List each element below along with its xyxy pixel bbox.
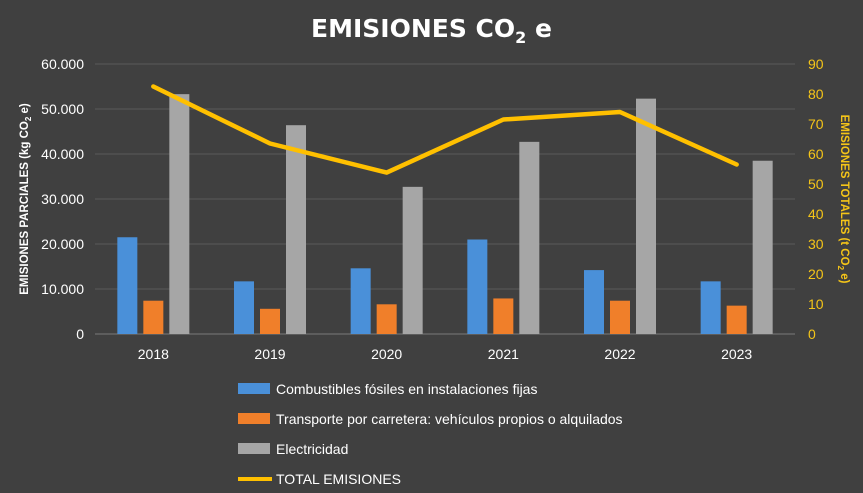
- legend-item: TOTAL EMISIONES: [238, 471, 401, 487]
- x-tick-label: 2022: [604, 346, 635, 362]
- y-left-axis-title-suffix: e): [19, 103, 31, 117]
- x-tick-label: 2023: [721, 346, 752, 362]
- chart-title-subscript: 2: [515, 28, 526, 47]
- bar-transporte-2018: [143, 300, 164, 334]
- y-right-tick-label: 30: [808, 236, 824, 252]
- bar-combustibles-2023: [700, 281, 721, 334]
- y-right-axis-title-suffix: e): [838, 270, 850, 284]
- chart-title: EMISIONES CO2 e: [311, 14, 552, 47]
- x-tick-label: 2018: [138, 346, 169, 362]
- y-left-tick-label: 60.000: [41, 56, 84, 72]
- total-line: [151, 84, 739, 175]
- bar-electricidad-2020: [402, 186, 423, 334]
- bars: [117, 94, 773, 335]
- bar-combustibles-2021: [467, 239, 488, 334]
- legend-label: Transporte por carretera: vehículos prop…: [276, 411, 623, 427]
- y-right-tick-label: 90: [808, 56, 824, 72]
- y-right-tick-label: 10: [808, 296, 824, 312]
- y-left-axis-title: EMISIONES PARCIALES (kg CO2 e): [19, 103, 33, 295]
- legend-swatch: [238, 413, 270, 424]
- legend-label: TOTAL EMISIONES: [276, 471, 401, 487]
- bar-combustibles-2018: [117, 237, 138, 334]
- y-left-tick-label: 20.000: [41, 236, 84, 252]
- y-right-axis-title-subscript: 2: [836, 266, 845, 271]
- bar-combustibles-2020: [350, 268, 371, 334]
- bar-transporte-2019: [260, 308, 280, 334]
- total-emissions-line: [151, 84, 739, 175]
- chart-title-main: EMISIONES CO: [311, 14, 515, 43]
- y-right-tick-label: 60: [808, 146, 824, 162]
- bar-combustibles-2019: [234, 281, 254, 334]
- y-right-tick-label: 50: [808, 176, 824, 192]
- y-left-tick-label: 0: [76, 326, 84, 342]
- legend-item: Combustibles fósiles en instalaciones fi…: [238, 381, 537, 397]
- y-left-tick-label: 40.000: [41, 146, 84, 162]
- y-right-tick-label: 80: [808, 86, 824, 102]
- gridlines: [95, 63, 795, 335]
- y-left-axis-title-subscript: 2: [24, 116, 33, 121]
- y-right-axis-title-main: EMISIONES TOTALES (t CO: [838, 115, 850, 266]
- y-left-tick-label: 10.000: [41, 281, 84, 297]
- bar-transporte-2022: [610, 300, 630, 334]
- legend-label: Electricidad: [276, 441, 348, 457]
- x-tick-label: 2020: [371, 346, 402, 362]
- bar-electricidad-2019: [286, 125, 306, 334]
- y-right-tick-label: 40: [808, 206, 824, 222]
- chart-title-suffix: e: [526, 14, 552, 43]
- y-left-axis-title-main: EMISIONES PARCIALES (kg CO: [19, 121, 31, 295]
- ticks: 0 10.000 20.000 30.000 40.000 50.000 60.000 0 10…: [41, 56, 824, 362]
- bar-combustibles-2022: [584, 270, 604, 334]
- y-right-tick-label: 20: [808, 266, 824, 282]
- y-left-tick-label: 30.000: [41, 191, 84, 207]
- bar-electricidad-2018: [169, 94, 190, 335]
- legend: Combustibles fósiles en instalaciones fi…: [238, 381, 623, 487]
- y-right-tick-label: 70: [808, 116, 824, 132]
- bar-electricidad-2021: [519, 141, 540, 334]
- bar-transporte-2021: [493, 298, 514, 334]
- bar-transporte-2023: [726, 305, 747, 334]
- bar-transporte-2020: [376, 304, 397, 334]
- bar-electricidad-2023: [752, 160, 773, 334]
- y-right-tick-label: 0: [808, 326, 816, 342]
- legend-label: Combustibles fósiles en instalaciones fi…: [276, 381, 537, 397]
- bar-electricidad-2022: [636, 98, 656, 335]
- legend-swatch: [238, 383, 270, 394]
- y-right-axis-title: EMISIONES TOTALES (t CO2 e): [836, 115, 850, 284]
- x-tick-label: 2019: [254, 346, 285, 362]
- legend-item: Transporte por carretera: vehículos prop…: [238, 411, 623, 427]
- x-tick-label: 2021: [488, 346, 519, 362]
- y-left-tick-label: 50.000: [41, 101, 84, 117]
- legend-item: Electricidad: [238, 441, 348, 457]
- legend-swatch: [238, 443, 270, 454]
